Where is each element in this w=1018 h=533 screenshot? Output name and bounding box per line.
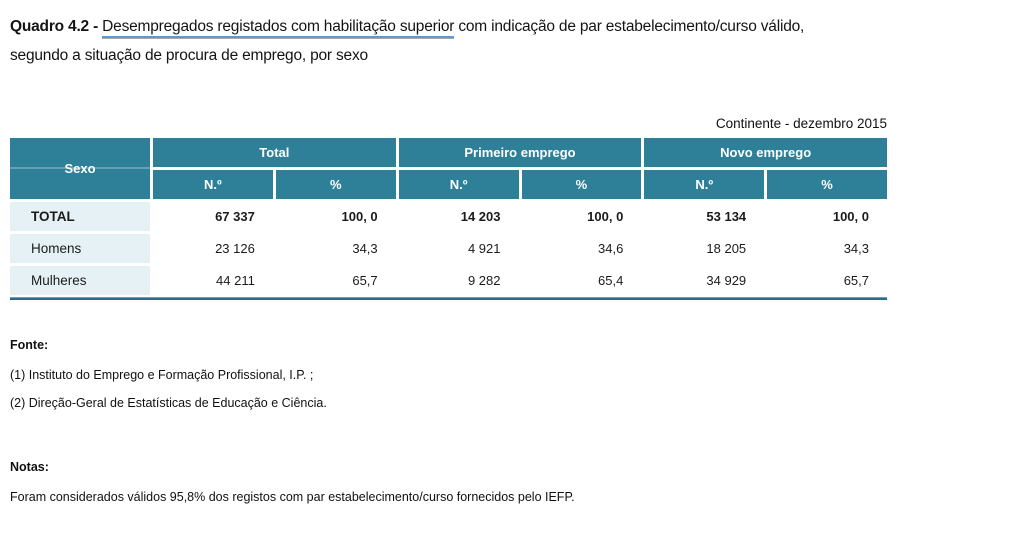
- value-cell: 23 126: [153, 234, 273, 263]
- group-header-primeiro-emprego: Primeiro emprego: [398, 138, 642, 167]
- value-cell: 4 921: [398, 234, 519, 263]
- source-item-2: (2) Direção-Geral de Estatísticas de Edu…: [10, 396, 327, 410]
- subheader-novo-percent: %: [767, 170, 887, 199]
- notes-heading: Notas:: [10, 460, 49, 474]
- value-cell: 34 929: [644, 266, 765, 295]
- column-header-sexo: Sexo: [10, 138, 150, 199]
- subheader-total-percent: %: [275, 170, 396, 199]
- value-cell: 67 337: [153, 202, 273, 231]
- title-underlined-phrase: Desempregados registados com habilitação…: [102, 18, 454, 38]
- value-cell: 65,7: [767, 266, 887, 295]
- value-cell: 34,3: [767, 234, 887, 263]
- period-label: Continente - dezembro 2015: [715, 116, 887, 131]
- notes-item-1: Foram considerados válidos 95,8% dos reg…: [10, 490, 575, 504]
- subheader-primeiro-percent: %: [521, 170, 642, 199]
- value-cell: 100, 0: [767, 202, 887, 231]
- value-cell: 9 282: [398, 266, 519, 295]
- title-prefix: Quadro 4.2 -: [10, 18, 103, 35]
- group-header-total: Total: [153, 138, 396, 167]
- subheader-novo-numero: N.º: [644, 170, 765, 199]
- value-cell: 100, 0: [521, 202, 642, 231]
- value-cell: 100, 0: [275, 202, 396, 231]
- page-title: Quadro 4.2 - Desempregados registados co…: [10, 12, 1010, 70]
- subheader-total-numero: N.º: [153, 170, 273, 199]
- value-cell: 65,7: [275, 266, 396, 295]
- value-cell: 34,6: [521, 234, 642, 263]
- subheader-primeiro-numero: N.º: [398, 170, 519, 199]
- value-cell: 44 211: [153, 266, 273, 295]
- value-cell: 65,4: [521, 266, 642, 295]
- row-label: Mulheres: [10, 266, 150, 295]
- value-cell: 18 205: [644, 234, 765, 263]
- title-rest: com indicação de par estabelecimento/cur…: [454, 18, 805, 35]
- source-heading: Fonte:: [10, 338, 49, 352]
- stats-table: Sexo Total Primeiro emprego Novo emprego…: [10, 138, 887, 295]
- value-cell: 53 134: [644, 202, 765, 231]
- value-cell: 14 203: [398, 202, 519, 231]
- row-label: TOTAL: [10, 202, 150, 231]
- row-label: Homens: [10, 234, 150, 263]
- value-cell: 34,3: [275, 234, 396, 263]
- document-page: Quadro 4.2 - Desempregados registados co…: [0, 12, 1018, 504]
- source-item-1: (1) Instituto do Emprego e Formação Prof…: [10, 368, 314, 382]
- table-bottom-rule: [10, 297, 887, 300]
- title-line2: segundo a situação de procura de emprego…: [10, 47, 368, 64]
- group-header-novo-emprego: Novo emprego: [644, 138, 887, 167]
